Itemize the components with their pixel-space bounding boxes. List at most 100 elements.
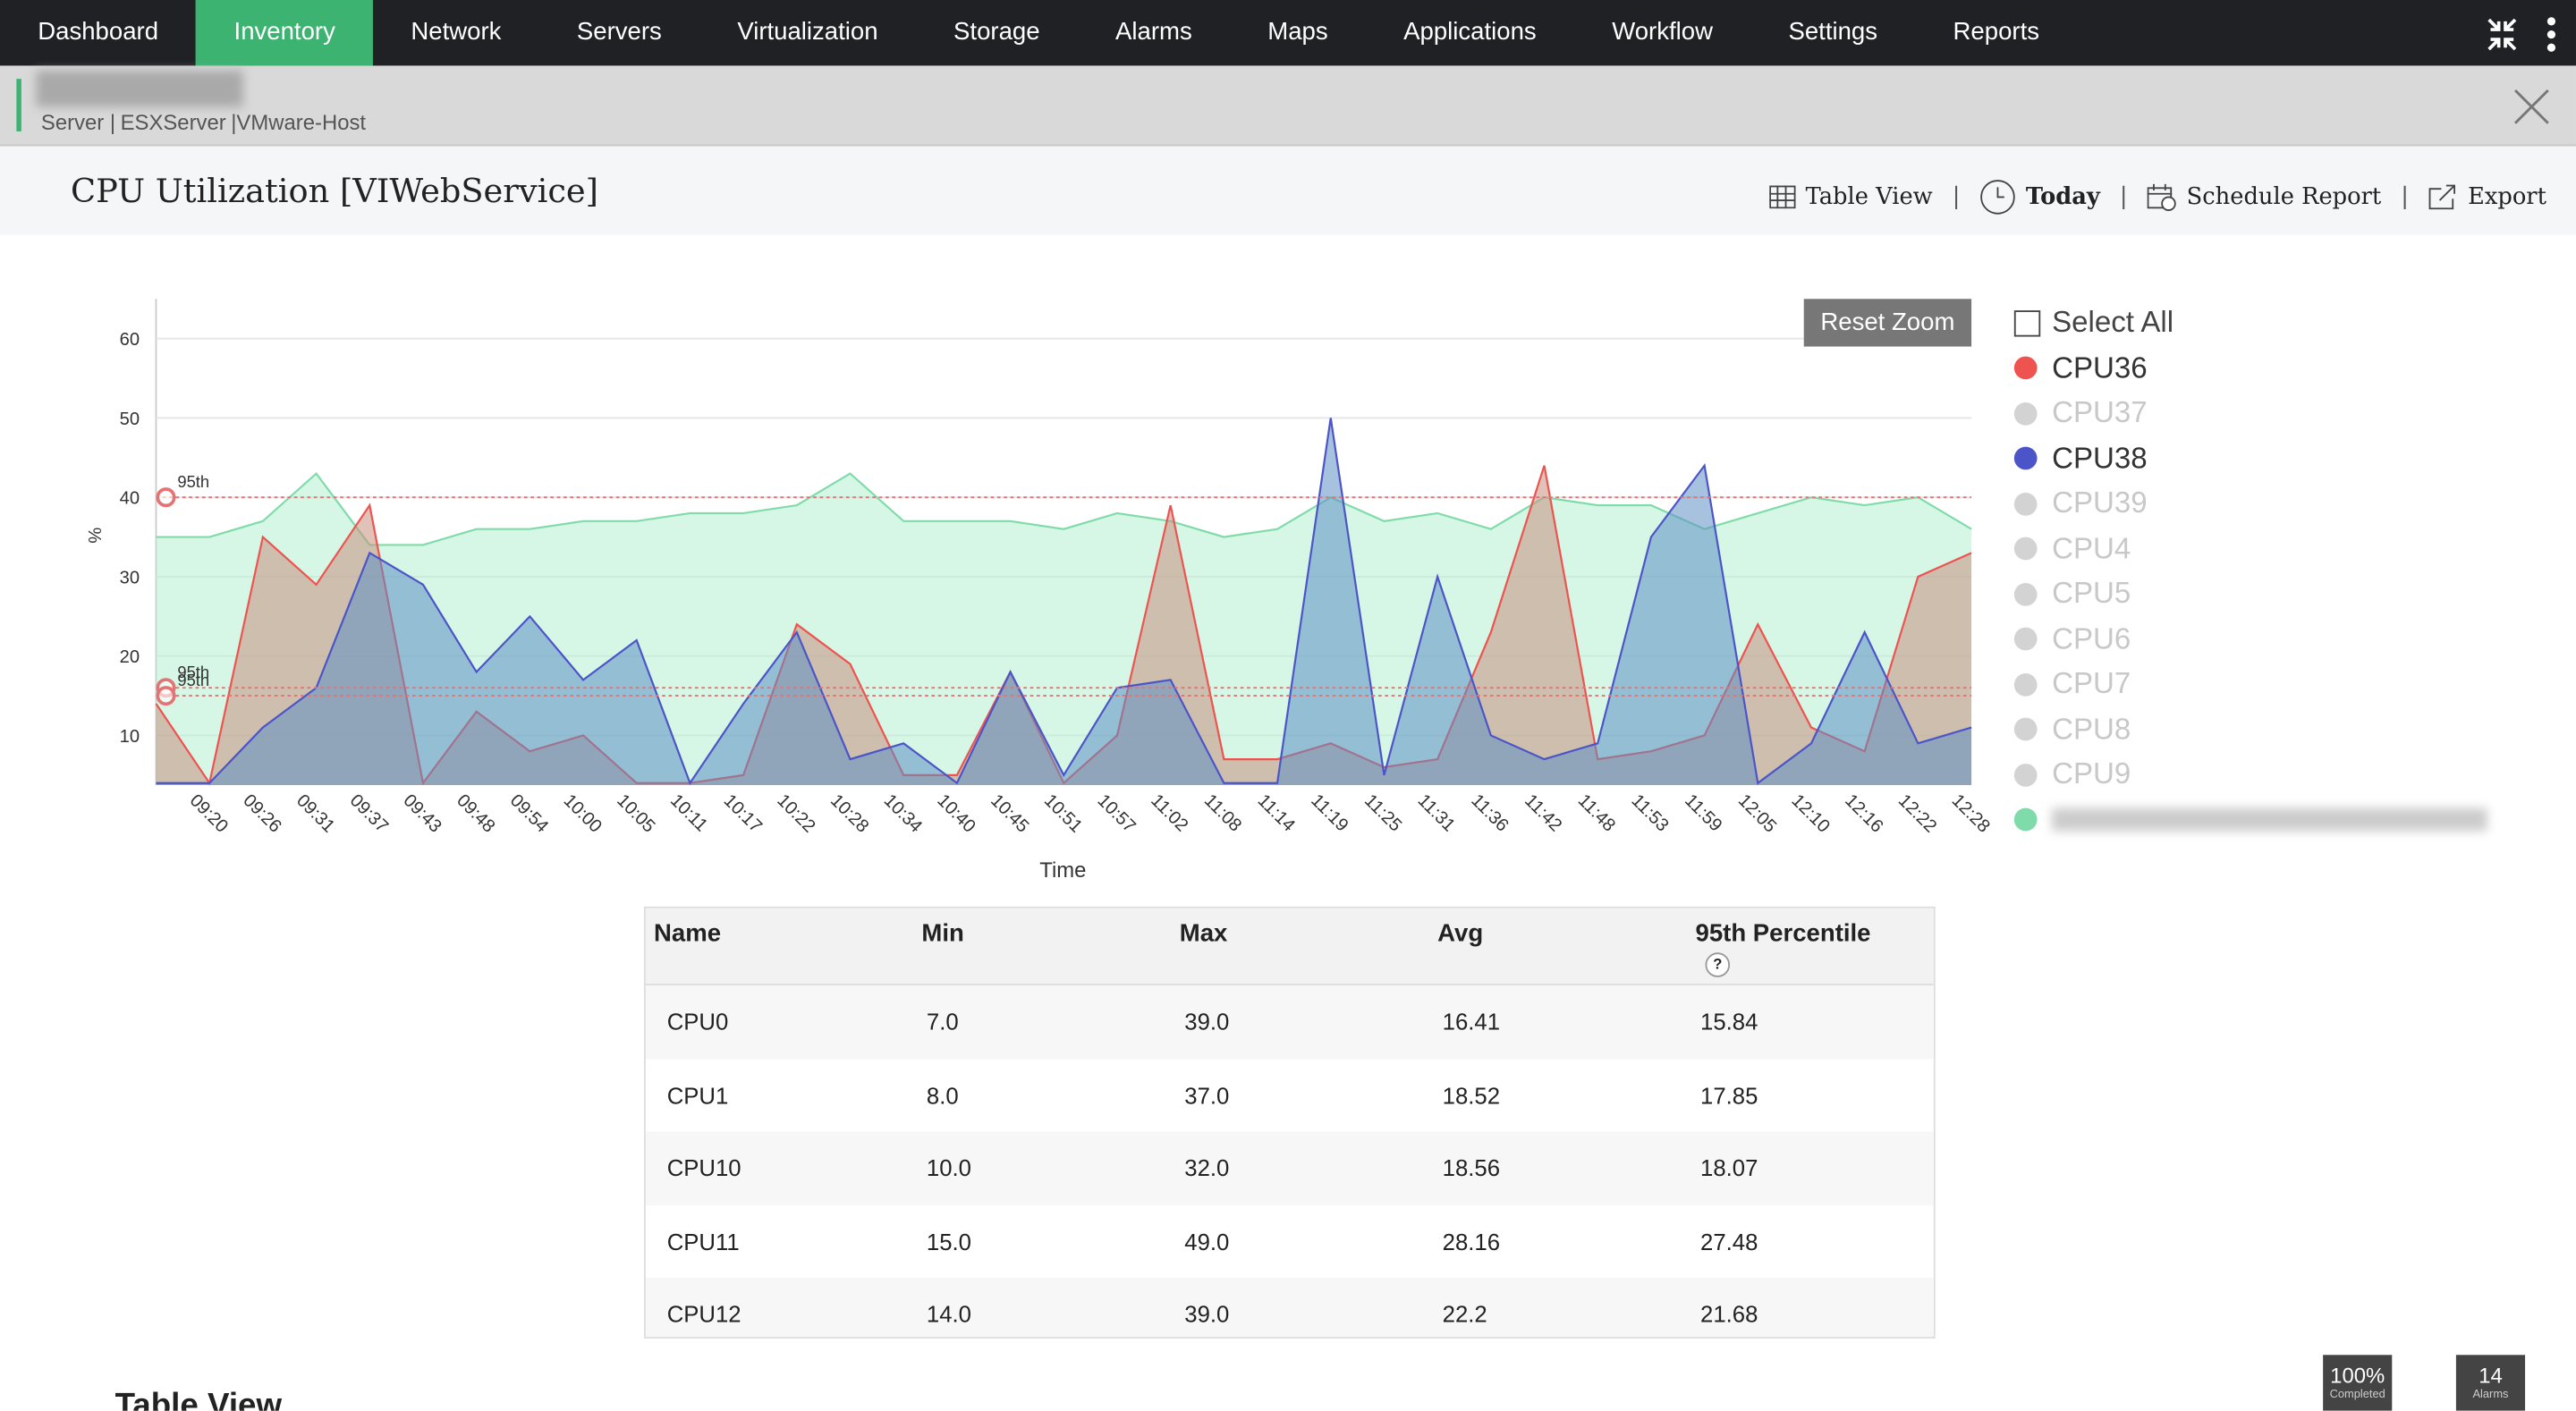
- x-tick-label: 10:17: [720, 790, 766, 836]
- crumb[interactable]: ESXServer: [120, 110, 226, 135]
- alarms-badge[interactable]: 14 Alarms: [2455, 1355, 2526, 1411]
- select-all[interactable]: Select All: [2013, 300, 2487, 346]
- table-row: CPU0 7.0 39.0 16.41 15.84: [645, 985, 1934, 1059]
- legend-label[interactable]: CPU4: [2052, 531, 2131, 565]
- nav-item[interactable]: Reports: [1953, 18, 2040, 46]
- table-cell: 18.52: [1442, 1081, 1501, 1108]
- legend-item[interactable]: CPU36: [2013, 346, 2487, 392]
- progress-badge[interactable]: 100% Completed: [2323, 1355, 2393, 1411]
- legend-label[interactable]: CPU8: [2052, 712, 2131, 746]
- legend-label[interactable]: CPU9: [2052, 757, 2131, 790]
- x-tick-label: 10:45: [987, 790, 1032, 836]
- nav-item[interactable]: Network: [411, 18, 502, 46]
- y-tick-label: 10: [120, 727, 140, 747]
- nav-item[interactable]: Settings: [1788, 18, 1878, 46]
- legend-item[interactable]: CPU5: [2013, 571, 2487, 617]
- table-cell: 15.0: [926, 1227, 971, 1255]
- legend-dot: [2013, 492, 2038, 516]
- table-view-action[interactable]: Table View: [1769, 184, 1933, 210]
- action-label[interactable]: Export: [2468, 183, 2546, 211]
- percentile-label: 95th: [177, 671, 209, 689]
- export-action[interactable]: Export: [2428, 184, 2546, 210]
- legend-label[interactable]: CPU38: [2052, 441, 2148, 475]
- legend-item[interactable]: CPU7: [2013, 662, 2487, 707]
- close-icon[interactable]: [2513, 89, 2549, 124]
- checkbox[interactable]: [2013, 309, 2041, 337]
- column-header[interactable]: Avg: [1437, 919, 1484, 948]
- table-cell: CPU11: [666, 1227, 740, 1255]
- select-all-label[interactable]: Select All: [2052, 306, 2174, 339]
- legend-item[interactable]: CPU39: [2013, 481, 2487, 527]
- table-cell: 28.16: [1442, 1227, 1501, 1255]
- crumb[interactable]: |VMware-Host: [231, 110, 367, 135]
- top-nav: Dashboard Inventory Network Servers Virtuali…: [0, 0, 2576, 66]
- area-line: [156, 418, 1972, 786]
- table-body: CPU0 7.0 39.0 16.41 15.84 CPU1 8.0 37.0 18.52 17.…: [645, 985, 1934, 1338]
- x-tick-label: 09:48: [453, 790, 498, 836]
- table-row: CPU10 10.0 32.0 18.56 18.07: [645, 1131, 1934, 1205]
- x-tick-label: 11:53: [1627, 790, 1672, 835]
- legend-dot: [2013, 447, 2038, 470]
- table-row: CPU1 8.0 37.0 18.52 17.85: [646, 1059, 1934, 1132]
- legend-item[interactable]: CPU8: [2013, 707, 2487, 753]
- breadcrumb: Server | ESXServer |VMware-Host: [41, 110, 371, 135]
- action-label[interactable]: Schedule Report: [2186, 183, 2382, 211]
- help-icon[interactable]: ?: [1705, 952, 1731, 977]
- x-tick-label: 10:57: [1093, 790, 1139, 836]
- stats-table: Name Min Max Avg 95th Percentile? CPU0 7.0 39.0…: [643, 906, 1936, 1339]
- percentile-marker: [156, 686, 176, 706]
- legend-dot: [2013, 401, 2038, 426]
- actions: Table View | Today | Schedule Report | E…: [1769, 179, 2546, 215]
- column-header[interactable]: Min: [921, 919, 964, 948]
- column-header[interactable]: Max: [1179, 919, 1228, 948]
- legend-label[interactable]: CPU39: [2052, 486, 2148, 520]
- nav-item[interactable]: Virtualization: [737, 18, 878, 46]
- table-cell: CPU0: [666, 1008, 729, 1035]
- x-tick-label: 11:31: [1414, 790, 1459, 835]
- legend-item[interactable]: CPU4: [2013, 527, 2487, 572]
- nav-item[interactable]: Dashboard: [38, 18, 159, 46]
- nav-item[interactable]: Workflow: [1612, 18, 1713, 46]
- page-title: CPU Utilization [VIWebService]: [70, 171, 599, 211]
- nav-item[interactable]: Inventory: [196, 0, 374, 66]
- x-tick-label: 09:54: [506, 790, 552, 836]
- y-tick-label: 30: [120, 568, 140, 587]
- column-header[interactable]: 95th Percentile: [1695, 919, 1871, 948]
- legend-item[interactable]: [2013, 798, 2487, 843]
- y-tick-label: 20: [120, 647, 140, 667]
- x-tick-label: 12:05: [1734, 790, 1780, 836]
- reset-zoom-button[interactable]: Reset Zoom: [1803, 299, 1972, 347]
- table-cell: 22.2: [1442, 1300, 1487, 1328]
- legend-item[interactable]: CPU37: [2013, 391, 2487, 436]
- schedule-action[interactable]: Schedule Report: [2147, 182, 2382, 211]
- legend-label[interactable]: CPU5: [2052, 577, 2131, 610]
- legend-item[interactable]: CPU38: [2013, 436, 2487, 482]
- table-cell: 17.85: [1700, 1081, 1758, 1108]
- nav-item[interactable]: Applications: [1403, 18, 1537, 46]
- nav-item[interactable]: Maps: [1267, 18, 1328, 46]
- table-cell: 49.0: [1184, 1227, 1230, 1255]
- nav-item[interactable]: Storage: [953, 18, 1040, 46]
- nav-item[interactable]: Servers: [576, 18, 662, 46]
- x-tick-label: 12:16: [1841, 790, 1886, 836]
- today-action[interactable]: Today: [1979, 179, 2100, 215]
- legend-label[interactable]: CPU36: [2052, 351, 2148, 384]
- badge-label: Alarms: [2472, 1389, 2509, 1401]
- crumb[interactable]: Server |: [40, 110, 116, 135]
- legend-item[interactable]: CPU9: [2013, 752, 2487, 798]
- legend-dot: [2013, 672, 2038, 697]
- legend-item[interactable]: CPU6: [2013, 617, 2487, 663]
- x-tick-label: 09:37: [346, 790, 392, 836]
- action-label[interactable]: Table View: [1805, 183, 1933, 211]
- legend-label[interactable]: CPU37: [2052, 396, 2148, 429]
- action-label[interactable]: Today: [2025, 183, 2100, 211]
- table-cell: 37.0: [1184, 1081, 1230, 1108]
- legend-dot: [2013, 763, 2038, 787]
- page-header: CPU Utilization [VIWebService] Table Vie…: [0, 146, 2576, 235]
- accent: [16, 79, 21, 131]
- column-header[interactable]: Name: [654, 919, 722, 948]
- nav-item[interactable]: Alarms: [1115, 18, 1192, 46]
- table-row: CPU12 14.0 39.0 22.2 21.68: [645, 1277, 1934, 1338]
- legend-label[interactable]: CPU7: [2052, 667, 2131, 700]
- legend-label[interactable]: CPU6: [2052, 621, 2131, 655]
